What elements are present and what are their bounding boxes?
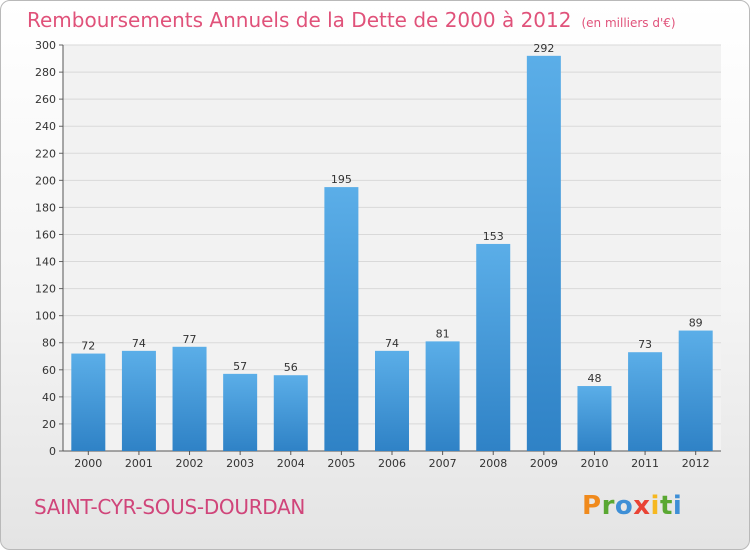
y-tick-label: 160 bbox=[35, 228, 56, 241]
y-tick-label: 220 bbox=[35, 147, 56, 160]
x-tick-label-2008: 2008 bbox=[479, 457, 507, 470]
bar-2004 bbox=[273, 375, 308, 451]
city-name: SAINT-CYR-SOUS-DOURDAN bbox=[34, 495, 306, 519]
bar-2006 bbox=[375, 350, 409, 451]
data-label-2008: 153 bbox=[483, 230, 504, 243]
x-tick-label-2004: 2004 bbox=[277, 457, 305, 470]
x-tick-label-2005: 2005 bbox=[327, 457, 355, 470]
x-tick-label-2009: 2009 bbox=[530, 457, 558, 470]
data-label-2004: 56 bbox=[284, 361, 298, 374]
y-tick-label: 200 bbox=[35, 174, 56, 187]
data-label-2005: 195 bbox=[331, 173, 352, 186]
title-unit: (en milliers d'€) bbox=[581, 16, 676, 30]
title-text: Remboursements Annuels de la Dette de 20… bbox=[27, 8, 572, 32]
data-label-2006: 74 bbox=[385, 337, 399, 350]
bar-2005 bbox=[324, 187, 359, 451]
bar-2002 bbox=[172, 346, 207, 451]
bar-2008 bbox=[476, 243, 511, 451]
y-tick-label: 20 bbox=[42, 418, 56, 431]
data-label-2003: 57 bbox=[233, 360, 247, 373]
x-tick-label-2000: 2000 bbox=[74, 457, 102, 470]
x-tick-label-2012: 2012 bbox=[682, 457, 710, 470]
y-tick-label: 100 bbox=[35, 310, 56, 323]
y-tick-label: 300 bbox=[35, 39, 56, 52]
x-tick-label-2006: 2006 bbox=[378, 457, 406, 470]
data-label-2011: 73 bbox=[638, 338, 652, 351]
y-tick-label: 60 bbox=[42, 364, 56, 377]
bar-2011 bbox=[628, 352, 663, 451]
y-tick-label: 140 bbox=[35, 256, 56, 269]
data-label-2007: 81 bbox=[436, 327, 450, 340]
bar-2012 bbox=[678, 330, 713, 451]
y-tick-label: 0 bbox=[49, 445, 56, 458]
x-tick-label-2007: 2007 bbox=[429, 457, 457, 470]
data-label-2002: 77 bbox=[183, 333, 197, 346]
bar-2010 bbox=[577, 386, 612, 451]
y-tick-label: 240 bbox=[35, 120, 56, 133]
y-tick-label: 180 bbox=[35, 201, 56, 214]
x-tick-label-2010: 2010 bbox=[580, 457, 608, 470]
y-tick-label: 260 bbox=[35, 93, 56, 106]
data-label-2010: 48 bbox=[587, 372, 601, 385]
bar-2000 bbox=[71, 353, 106, 451]
chart-title: Remboursements Annuels de la Dette de 20… bbox=[27, 8, 676, 32]
y-tick-label: 40 bbox=[42, 391, 56, 404]
y-tick-label: 120 bbox=[35, 283, 56, 296]
data-label-2012: 89 bbox=[689, 317, 703, 330]
proxiti-logo: Proxiti bbox=[582, 491, 683, 521]
data-label-2009: 292 bbox=[533, 42, 554, 55]
x-tick-label-2001: 2001 bbox=[125, 457, 153, 470]
bar-2009 bbox=[526, 55, 561, 452]
bar-2001 bbox=[121, 350, 156, 451]
y-tick-label: 80 bbox=[42, 337, 56, 350]
x-tick-label-2011: 2011 bbox=[631, 457, 659, 470]
bar-2007 bbox=[425, 341, 460, 451]
y-tick-label: 280 bbox=[35, 66, 56, 79]
x-tick-label-2003: 2003 bbox=[226, 457, 254, 470]
bar-2003 bbox=[223, 373, 258, 451]
data-label-2001: 74 bbox=[132, 337, 146, 350]
x-tick-label-2002: 2002 bbox=[176, 457, 204, 470]
data-label-2000: 72 bbox=[81, 340, 95, 353]
